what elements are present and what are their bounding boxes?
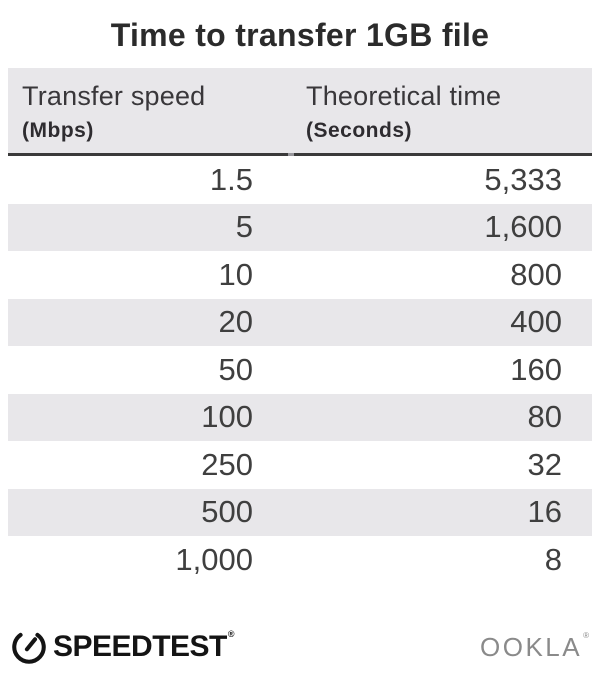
time-cell: 80 bbox=[527, 399, 562, 435]
speedtest-logo: SPEEDTEST® bbox=[12, 629, 235, 664]
speedtest-registered-mark: ® bbox=[227, 629, 235, 639]
time-cell: 400 bbox=[510, 304, 562, 340]
table-header: Transfer speed (Mbps) Theoretical time (… bbox=[8, 68, 592, 153]
table-row: 10 800 bbox=[8, 251, 592, 299]
table-row: 250 32 bbox=[8, 441, 592, 489]
speed-cell: 5 bbox=[235, 209, 253, 245]
header-label-theoretical-time: Theoretical time bbox=[306, 81, 502, 111]
time-cell: 32 bbox=[527, 446, 562, 482]
table-row: 5 1,600 bbox=[8, 203, 592, 251]
speed-cell: 100 bbox=[201, 399, 253, 435]
speed-cell: 10 bbox=[218, 256, 253, 292]
header-underline-left bbox=[8, 153, 288, 156]
time-cell: 5,333 bbox=[484, 161, 562, 197]
speed-cell: 250 bbox=[201, 446, 253, 482]
time-cell: 800 bbox=[510, 256, 562, 292]
ookla-registered-mark: ® bbox=[583, 630, 589, 640]
speedtest-gauge-icon bbox=[12, 630, 46, 664]
time-cell: 16 bbox=[527, 494, 562, 530]
header-underline-gap bbox=[288, 153, 294, 156]
table-row: 1,000 8 bbox=[8, 536, 592, 584]
header-unit-seconds: (Seconds) bbox=[306, 119, 413, 142]
speed-cell: 1,000 bbox=[175, 541, 253, 577]
time-cell: 8 bbox=[544, 541, 562, 577]
table-row: 1.5 5,333 bbox=[8, 156, 592, 204]
header-unit-mbps: (Mbps) bbox=[22, 119, 94, 142]
page-title: Time to transfer 1GB file bbox=[110, 17, 490, 53]
header-underline bbox=[8, 153, 592, 156]
speedtest-wordmark: SPEEDTEST® bbox=[53, 629, 235, 664]
table-row: 20 400 bbox=[8, 298, 592, 346]
table-row: 500 16 bbox=[8, 488, 592, 536]
header-label-transfer-speed: Transfer speed bbox=[22, 81, 206, 111]
speedtest-wordmark-text: SPEEDTEST bbox=[53, 630, 227, 663]
speed-cell: 20 bbox=[218, 304, 253, 340]
header-underline-right bbox=[294, 153, 592, 156]
time-cell: 1,600 bbox=[484, 209, 562, 245]
ookla-logo: OOKLA® bbox=[480, 630, 589, 663]
table-body: 1.5 5,333 5 1,600 10 800 20 400 50 160 1… bbox=[8, 156, 592, 584]
header-col-theoretical-time: Theoretical time (Seconds) bbox=[288, 68, 592, 153]
speed-cell: 1.5 bbox=[209, 161, 253, 197]
header-col-transfer-speed: Transfer speed (Mbps) bbox=[8, 68, 288, 153]
table-row: 100 80 bbox=[8, 393, 592, 441]
table-row: 50 160 bbox=[8, 346, 592, 394]
time-cell: 160 bbox=[510, 351, 562, 387]
speed-cell: 50 bbox=[218, 351, 253, 387]
speed-cell: 500 bbox=[201, 494, 253, 530]
ookla-wordmark-text: OOKLA bbox=[480, 631, 583, 662]
footer: SPEEDTEST® OOKLA® bbox=[12, 626, 589, 668]
